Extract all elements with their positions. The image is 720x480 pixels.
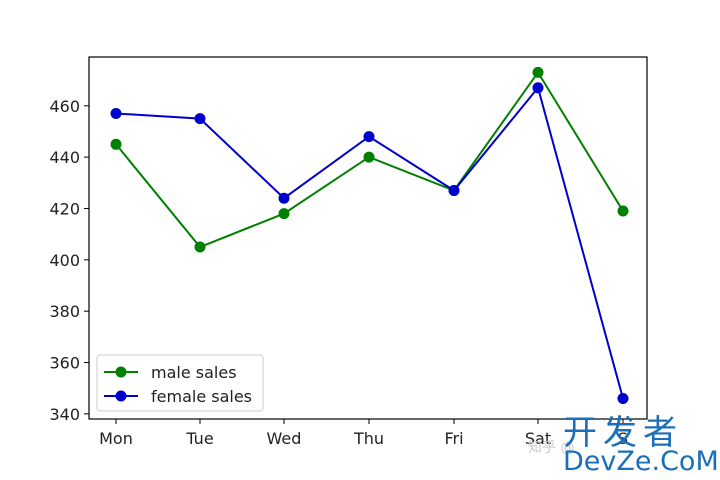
y-tick-label: 380 <box>49 302 80 321</box>
legend-marker-male-sales <box>115 366 127 378</box>
data-point-female-sales <box>617 393 629 404</box>
watermark: 知乎 @ 开发者 DevZe.CoM <box>528 413 719 477</box>
x-axis: Mon Tue Wed Thu Fri Sat S <box>99 419 628 448</box>
legend-box <box>96 354 264 412</box>
y-tick-label: 420 <box>49 199 80 218</box>
data-point-female-sales <box>363 131 375 143</box>
y-tick-label: 400 <box>49 251 80 270</box>
y-tick-label: 440 <box>49 148 80 167</box>
legend: male sales female sales <box>96 354 264 412</box>
plot-frame <box>88 56 648 420</box>
data-point-female-sales <box>278 192 290 204</box>
y-tick-label: 360 <box>49 354 80 373</box>
y-axis: 340 360 380 400 420 440 460 <box>49 97 89 424</box>
x-tick-label: Mon <box>99 429 133 448</box>
x-tick-label: Tue <box>185 429 213 448</box>
y-tick-label: 460 <box>49 97 80 116</box>
data-point-female-sales <box>194 113 206 125</box>
data-point-male-sales <box>194 241 206 253</box>
data-point-male-sales <box>532 66 544 78</box>
watermark-faint-text: 知乎 @ <box>528 439 574 456</box>
x-tick-label: Thu <box>353 429 384 448</box>
y-tick-label: 340 <box>49 405 80 424</box>
x-tick-label: Wed <box>267 429 302 448</box>
data-point-female-sales <box>110 108 122 119</box>
data-point-female-sales <box>448 185 460 196</box>
data-point-male-sales <box>363 151 375 163</box>
series-layer <box>110 66 629 404</box>
legend-label-male-sales: male sales <box>151 363 237 382</box>
watermark-brand-en: DevZe.CoM <box>563 446 719 477</box>
x-tick-label: Fri <box>444 429 463 448</box>
data-point-male-sales <box>110 138 122 150</box>
x-tick-label: Sat <box>525 429 551 448</box>
x-tick-label: S <box>618 429 628 448</box>
data-point-male-sales <box>278 208 290 220</box>
data-point-female-sales <box>532 82 544 94</box>
legend-label-female-sales: female sales <box>151 387 252 406</box>
watermark-brand-cn: 开发者 <box>563 413 683 453</box>
data-point-male-sales <box>617 205 629 217</box>
legend-marker-female-sales <box>115 390 127 402</box>
